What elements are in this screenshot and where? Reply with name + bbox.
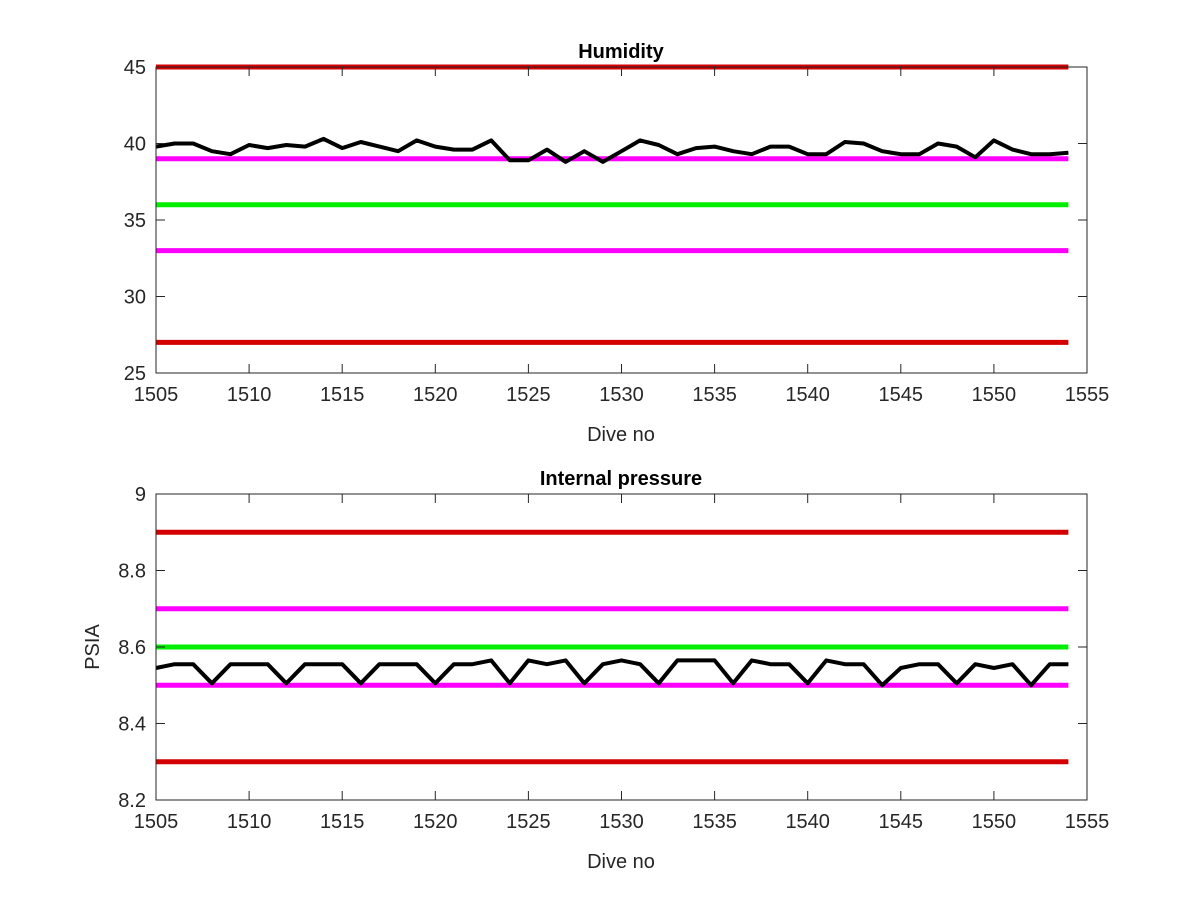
pressure-y-tick-label: 8.4 — [118, 714, 146, 736]
pressure-x-tick-label: 1550 — [972, 811, 1017, 833]
pressure-x-tick-label: 1530 — [599, 811, 644, 833]
humidity-x-tick-label: 1510 — [227, 384, 272, 406]
pressure-subplot: 1505 1510 1515 1520 1525 1530 1535 1540 1545 1550… — [82, 468, 1109, 873]
humidity-data-line — [155, 136, 1069, 164]
humidity-y-tick-label: 45 — [124, 57, 146, 79]
humidity-x-tick-label: 1540 — [785, 384, 830, 406]
pressure-y-axis-label: PSIA — [82, 624, 104, 670]
pressure-x-tick-label: 1555 — [1065, 811, 1110, 833]
humidity-x-tick-label: 1520 — [413, 384, 458, 406]
pressure-x-tick-label: 1535 — [692, 811, 737, 833]
pressure-x-tick-label: 1540 — [785, 811, 830, 833]
humidity-y-tick-label: 30 — [124, 287, 146, 309]
humidity-x-ticks: 1505 1510 1515 1520 1525 1530 1535 1540 1545 1550… — [134, 67, 1110, 406]
humidity-y-tick-label: 35 — [124, 210, 146, 232]
humidity-subplot: 1505 1510 1515 1520 1525 1530 1535 1540 1545 1550… — [124, 41, 1110, 446]
pressure-x-ticks: 1505 1510 1515 1520 1525 1530 1535 1540 1545 1550… — [134, 494, 1110, 833]
humidity-x-tick-label: 1525 — [506, 384, 551, 406]
humidity-y-tick-label: 25 — [124, 363, 146, 385]
pressure-y-tick-label: 8.2 — [118, 790, 146, 812]
humidity-x-tick-label: 1530 — [599, 384, 644, 406]
pressure-x-tick-label: 1510 — [227, 811, 272, 833]
pressure-y-tick-label: 8.6 — [118, 637, 146, 659]
pressure-x-tick-label: 1520 — [413, 811, 458, 833]
pressure-x-axis-label: Dive no — [587, 851, 655, 873]
humidity-title: Humidity — [578, 41, 664, 63]
humidity-x-tick-label: 1555 — [1065, 384, 1110, 406]
pressure-y-tick-label: 9 — [135, 484, 146, 506]
humidity-x-axis-label: Dive no — [587, 424, 655, 446]
humidity-y-ticks: 25 30 35 40 45 — [124, 57, 1087, 385]
humidity-x-tick-label: 1515 — [320, 384, 365, 406]
pressure-x-tick-label: 1515 — [320, 811, 365, 833]
humidity-x-tick-label: 1550 — [972, 384, 1017, 406]
humidity-x-tick-label: 1505 — [134, 384, 179, 406]
humidity-axes-box — [155, 66, 1088, 374]
pressure-x-tick-label: 1525 — [506, 811, 551, 833]
pressure-title: Internal pressure — [540, 468, 702, 490]
pressure-data-line — [155, 658, 1069, 688]
pressure-x-tick-label: 1545 — [879, 811, 924, 833]
humidity-x-tick-label: 1545 — [879, 384, 924, 406]
pressure-plot-area — [155, 529, 1069, 765]
humidity-x-tick-label: 1535 — [692, 384, 737, 406]
humidity-y-tick-label: 40 — [124, 134, 146, 156]
humidity-plot-area — [155, 64, 1069, 345]
pressure-y-ticks: 8.2 8.4 8.6 8.8 9 — [118, 484, 1087, 812]
pressure-y-tick-label: 8.8 — [118, 561, 146, 583]
pressure-x-tick-label: 1505 — [134, 811, 179, 833]
